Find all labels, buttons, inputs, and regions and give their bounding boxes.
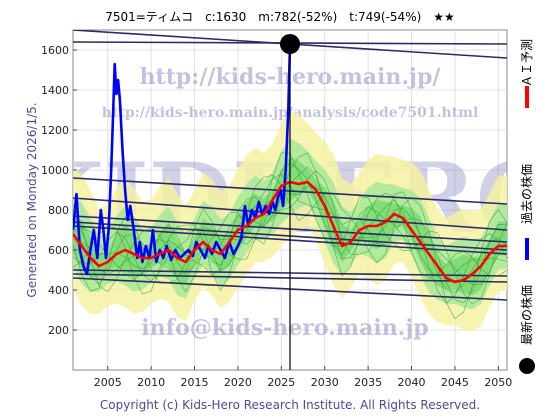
- y-tick-label-4: 1000: [41, 164, 69, 177]
- x-tick-label-2: 2015: [181, 376, 209, 389]
- y-tick-label-5: 1200: [41, 124, 69, 137]
- watermark-email: info@kids-hero.main.jp: [141, 315, 428, 341]
- y-tick-label-7: 1600: [41, 44, 69, 57]
- chart-title: 7501=ティムコ c:1630 m:782(-52%) t:749(-54%)…: [105, 10, 455, 24]
- x-tick-label-4: 2025: [267, 376, 295, 389]
- y-tick-label-3: 800: [48, 204, 69, 217]
- latest-price-dot: [280, 34, 300, 54]
- x-tick-label-5: 2030: [311, 376, 339, 389]
- footer-copyright: Copyright (c) Kids-Hero Research Institu…: [100, 398, 480, 412]
- x-tick-label-3: 2020: [224, 376, 252, 389]
- y-tick-label-1: 400: [48, 284, 69, 297]
- generated-note: Generated on Monday 2026/1/5.: [25, 102, 39, 297]
- latest-marker: [280, 34, 300, 370]
- y-tick-label-0: 200: [48, 324, 69, 337]
- x-tick-label-0: 2005: [94, 376, 122, 389]
- legend-label-1: 過去の株価: [519, 164, 534, 224]
- y-tick-label-6: 1400: [41, 84, 69, 97]
- x-tick-label-6: 2035: [354, 376, 382, 389]
- series-line-0: [73, 43, 292, 276]
- x-axis: 2005 2010 2015 2020 2025 2030 2035 2040 2045 2050: [94, 366, 512, 389]
- y-axis: 200 400 600 800 1000 1200 1400 1600: [41, 44, 77, 337]
- x-tick-label-8: 2045: [441, 376, 469, 389]
- legend-label-2: 最新の株価: [519, 285, 534, 345]
- legend-label-0: ＡＩ予測: [520, 39, 534, 87]
- x-tick-label-9: 2050: [484, 376, 512, 389]
- y-tick-label-2: 600: [48, 244, 69, 257]
- x-tick-label-1: 2010: [137, 376, 165, 389]
- x-tick-label-7: 2040: [398, 376, 426, 389]
- legend-swatch-2: [519, 358, 535, 374]
